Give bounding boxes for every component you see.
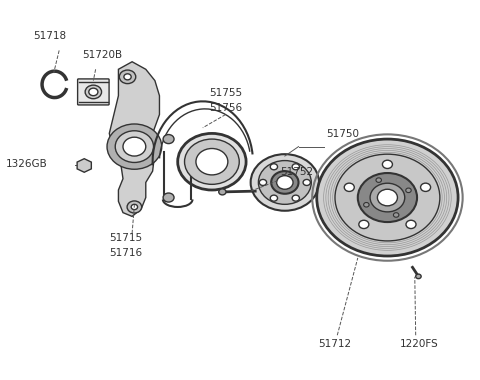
Text: 1326GB: 1326GB	[6, 158, 48, 169]
Circle shape	[124, 74, 131, 80]
Circle shape	[85, 85, 102, 99]
Circle shape	[258, 161, 312, 204]
Circle shape	[406, 220, 416, 228]
Circle shape	[163, 135, 174, 144]
Text: 51716: 51716	[108, 249, 142, 258]
Circle shape	[292, 164, 300, 170]
Circle shape	[127, 201, 142, 213]
Circle shape	[317, 139, 458, 256]
Circle shape	[276, 176, 293, 189]
Text: 51750: 51750	[326, 129, 359, 139]
Circle shape	[383, 160, 393, 168]
Circle shape	[115, 131, 154, 163]
Circle shape	[359, 220, 369, 228]
Circle shape	[81, 163, 88, 168]
Polygon shape	[109, 62, 159, 216]
Circle shape	[271, 171, 299, 194]
Circle shape	[120, 70, 136, 84]
Text: 51756: 51756	[209, 103, 242, 112]
Circle shape	[89, 88, 98, 96]
Circle shape	[420, 183, 431, 192]
Circle shape	[364, 203, 369, 207]
Text: 51755: 51755	[209, 87, 242, 98]
Text: 1220FS: 1220FS	[400, 339, 439, 349]
Polygon shape	[77, 159, 91, 172]
Circle shape	[344, 183, 354, 192]
Circle shape	[377, 189, 397, 206]
Circle shape	[292, 195, 300, 201]
FancyBboxPatch shape	[78, 79, 109, 105]
Text: 51718: 51718	[34, 31, 67, 41]
Circle shape	[406, 188, 411, 193]
Circle shape	[270, 195, 277, 201]
Text: 51712: 51712	[318, 339, 351, 349]
Circle shape	[123, 137, 146, 156]
Circle shape	[270, 164, 277, 170]
Circle shape	[358, 173, 417, 222]
Circle shape	[303, 179, 311, 185]
Circle shape	[416, 274, 421, 279]
Circle shape	[163, 193, 174, 202]
Text: 51752: 51752	[280, 167, 313, 177]
Circle shape	[131, 204, 138, 210]
Text: 51720B: 51720B	[83, 50, 122, 60]
Circle shape	[196, 149, 228, 175]
Circle shape	[394, 213, 399, 217]
Circle shape	[335, 154, 440, 241]
Circle shape	[259, 179, 266, 185]
Circle shape	[251, 154, 319, 211]
Text: 51715: 51715	[108, 233, 142, 243]
Circle shape	[219, 189, 226, 195]
Circle shape	[178, 133, 246, 190]
Circle shape	[184, 139, 239, 184]
Circle shape	[376, 178, 382, 182]
Circle shape	[107, 124, 162, 169]
Circle shape	[370, 183, 405, 212]
